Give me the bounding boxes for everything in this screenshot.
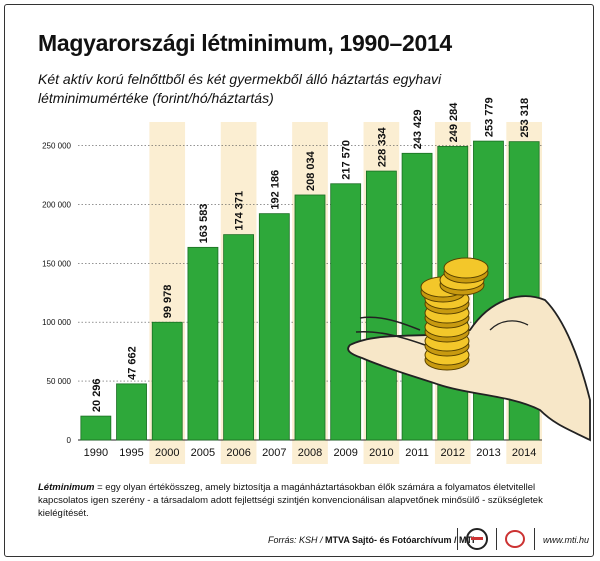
definition-footnote: Létminimum = egy olyan értékösszeg, amel… [38, 481, 583, 520]
source-prefix: Forrás: KSH / [268, 535, 326, 545]
y-tick-label: 250 000 [42, 142, 71, 151]
hand-shape [347, 295, 591, 442]
x-tick-label: 2014 [512, 447, 536, 459]
bar [365, 170, 397, 441]
mtva-logo-icon [466, 528, 488, 550]
finger-line [359, 316, 421, 331]
divider [534, 528, 535, 550]
thumb-line [489, 320, 529, 331]
x-tick-label: 2006 [226, 447, 250, 459]
bar [258, 213, 290, 441]
coin-icon [443, 257, 489, 279]
bar [151, 321, 183, 441]
data-label: 228 334 [376, 126, 388, 167]
bar [223, 234, 255, 441]
data-label: 243 429 [412, 110, 424, 150]
y-tick-label: 50 000 [47, 377, 72, 386]
data-label: 253 318 [519, 98, 531, 138]
data-label: 217 570 [341, 140, 353, 180]
bar [116, 383, 147, 441]
data-label: 47 662 [127, 346, 139, 380]
x-tick-label: 1995 [119, 447, 143, 459]
x-tick-label: 2012 [441, 447, 465, 459]
x-tick-label: 2007 [262, 447, 286, 459]
footnote-text: = egy olyan értékösszeg, amely biztosítj… [38, 482, 543, 519]
bar [80, 415, 112, 441]
footnote-term: Létminimum [38, 482, 95, 493]
data-label: 163 583 [198, 204, 210, 244]
mti-logo-icon [505, 530, 525, 548]
data-label: 208 034 [305, 150, 317, 191]
source-credit: Forrás: KSH / MTVA Sajtó- és Fotóarchívu… [268, 535, 475, 545]
divider [496, 528, 497, 550]
data-label: 20 296 [91, 378, 103, 412]
y-tick-label: 0 [67, 436, 72, 445]
x-tick-label: 1990 [84, 447, 108, 459]
infographic-frame [4, 4, 594, 557]
data-label: 99 978 [162, 285, 174, 319]
x-tick-label: 2005 [191, 447, 215, 459]
finger-line [355, 330, 426, 346]
x-tick-label: 2013 [476, 447, 500, 459]
website-link[interactable]: www.mti.hu [543, 535, 590, 545]
bar [330, 183, 362, 441]
chart-subtitle: Két aktív korú felnőttből és két gyermek… [38, 71, 442, 106]
x-tick-label: 2008 [298, 447, 322, 459]
data-label: 174 371 [234, 191, 246, 231]
divider [457, 528, 458, 550]
source-agency: MTVA Sajtó- és Fotóarchívum / MTI [325, 535, 475, 545]
bar [187, 246, 219, 441]
x-tick-label: 2010 [369, 447, 393, 459]
y-tick-label: 100 000 [42, 318, 71, 327]
data-label: 253 779 [483, 97, 495, 137]
hand-with-coins-illustration [347, 257, 591, 442]
data-label: 249 284 [448, 102, 460, 143]
data-label: 192 186 [269, 170, 281, 210]
chart-title: Magyarországi létminimum, 1990–2014 [38, 30, 452, 56]
y-tick-label: 150 000 [42, 259, 71, 268]
x-tick-label: 2011 [405, 447, 429, 459]
x-tick-label: 2000 [155, 447, 179, 459]
y-tick-label: 200 000 [42, 200, 71, 209]
bar [294, 194, 326, 441]
x-tick-label: 2009 [333, 447, 357, 459]
